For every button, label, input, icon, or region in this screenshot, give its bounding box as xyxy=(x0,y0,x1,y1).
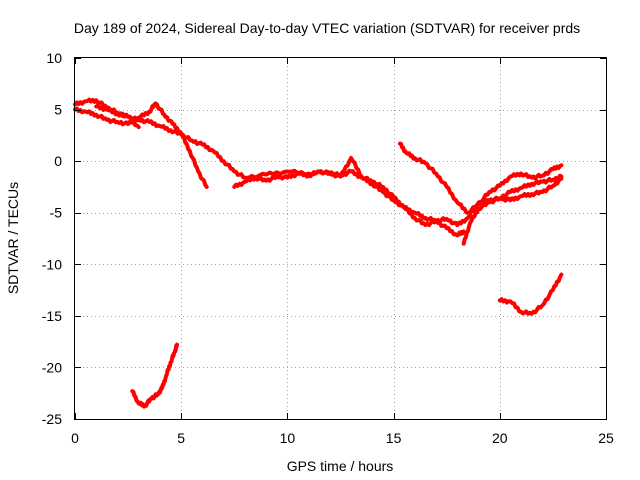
series-line-s3 xyxy=(94,103,564,228)
y-tick-label: -10 xyxy=(42,256,62,272)
x-axis-label: GPS time / hours xyxy=(287,458,394,474)
grid xyxy=(75,58,606,419)
series-line-s5 xyxy=(398,141,564,215)
y-tick-label: -15 xyxy=(42,308,62,324)
series-line-s8 xyxy=(130,342,179,409)
x-tick-label: 10 xyxy=(280,430,296,446)
y-tick-label: 0 xyxy=(54,153,62,169)
x-tick-label: 0 xyxy=(71,430,79,446)
y-tick-label: 5 xyxy=(54,102,62,118)
plot-frame xyxy=(74,57,607,420)
y-tick-label: -20 xyxy=(42,359,62,375)
series-line-s6 xyxy=(461,173,564,246)
y-axis-label: SDTVAR / TECUs xyxy=(5,182,21,294)
y-tick-label: -5 xyxy=(50,205,63,221)
x-tick-label: 5 xyxy=(177,430,185,446)
y-tick-label: -25 xyxy=(42,411,62,427)
ticks: 0 5 10 15 20 25 -25 -20 -15 -10 -5 0 5 10 xyxy=(42,50,614,446)
chart-title: Day 189 of 2024, Sidereal Day-to-day VTE… xyxy=(74,20,580,36)
series-layer xyxy=(73,97,564,409)
x-tick-label: 20 xyxy=(492,430,508,446)
series-line-s4 xyxy=(232,156,466,238)
series-line-s2 xyxy=(73,101,209,189)
x-tick-label: 25 xyxy=(598,430,614,446)
x-tick-label: 15 xyxy=(386,430,402,446)
y-tick-label: 10 xyxy=(46,50,62,66)
series-line-s7 xyxy=(497,272,564,316)
